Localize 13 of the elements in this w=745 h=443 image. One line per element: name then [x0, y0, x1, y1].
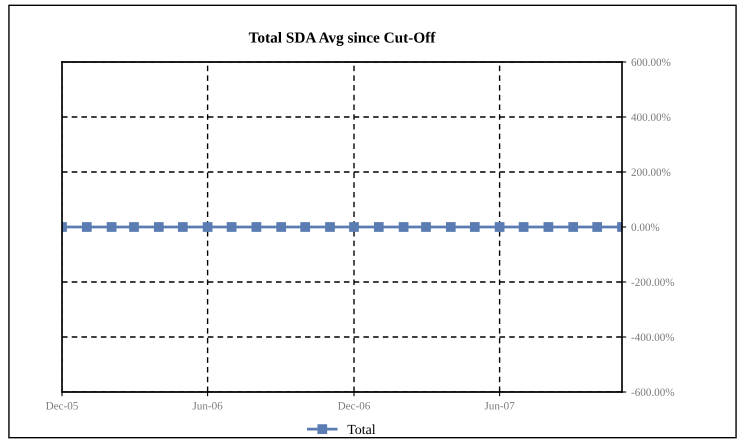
y-tick-label: 400.00% — [631, 113, 670, 122]
legend-label: Total — [348, 424, 376, 434]
y-tick-label: -400.00% — [631, 333, 674, 342]
x-tick-label: Jun-07 — [484, 402, 514, 410]
x-tick-label: Dec-06 — [338, 402, 370, 410]
x-tick-label: Dec-05 — [46, 402, 78, 410]
y-tick-label: -200.00% — [631, 278, 674, 286]
y-tick-label: 0.00% — [631, 223, 660, 232]
y-tick-label: 600.00% — [632, 58, 670, 66]
y-tick-label: -600.00% — [631, 388, 674, 396]
y-tick-label: 200.00% — [632, 168, 670, 176]
chart-title: Total SDA Avg since Cut-Off — [248, 32, 436, 46]
x-tick-label: Jun-06 — [192, 402, 222, 410]
